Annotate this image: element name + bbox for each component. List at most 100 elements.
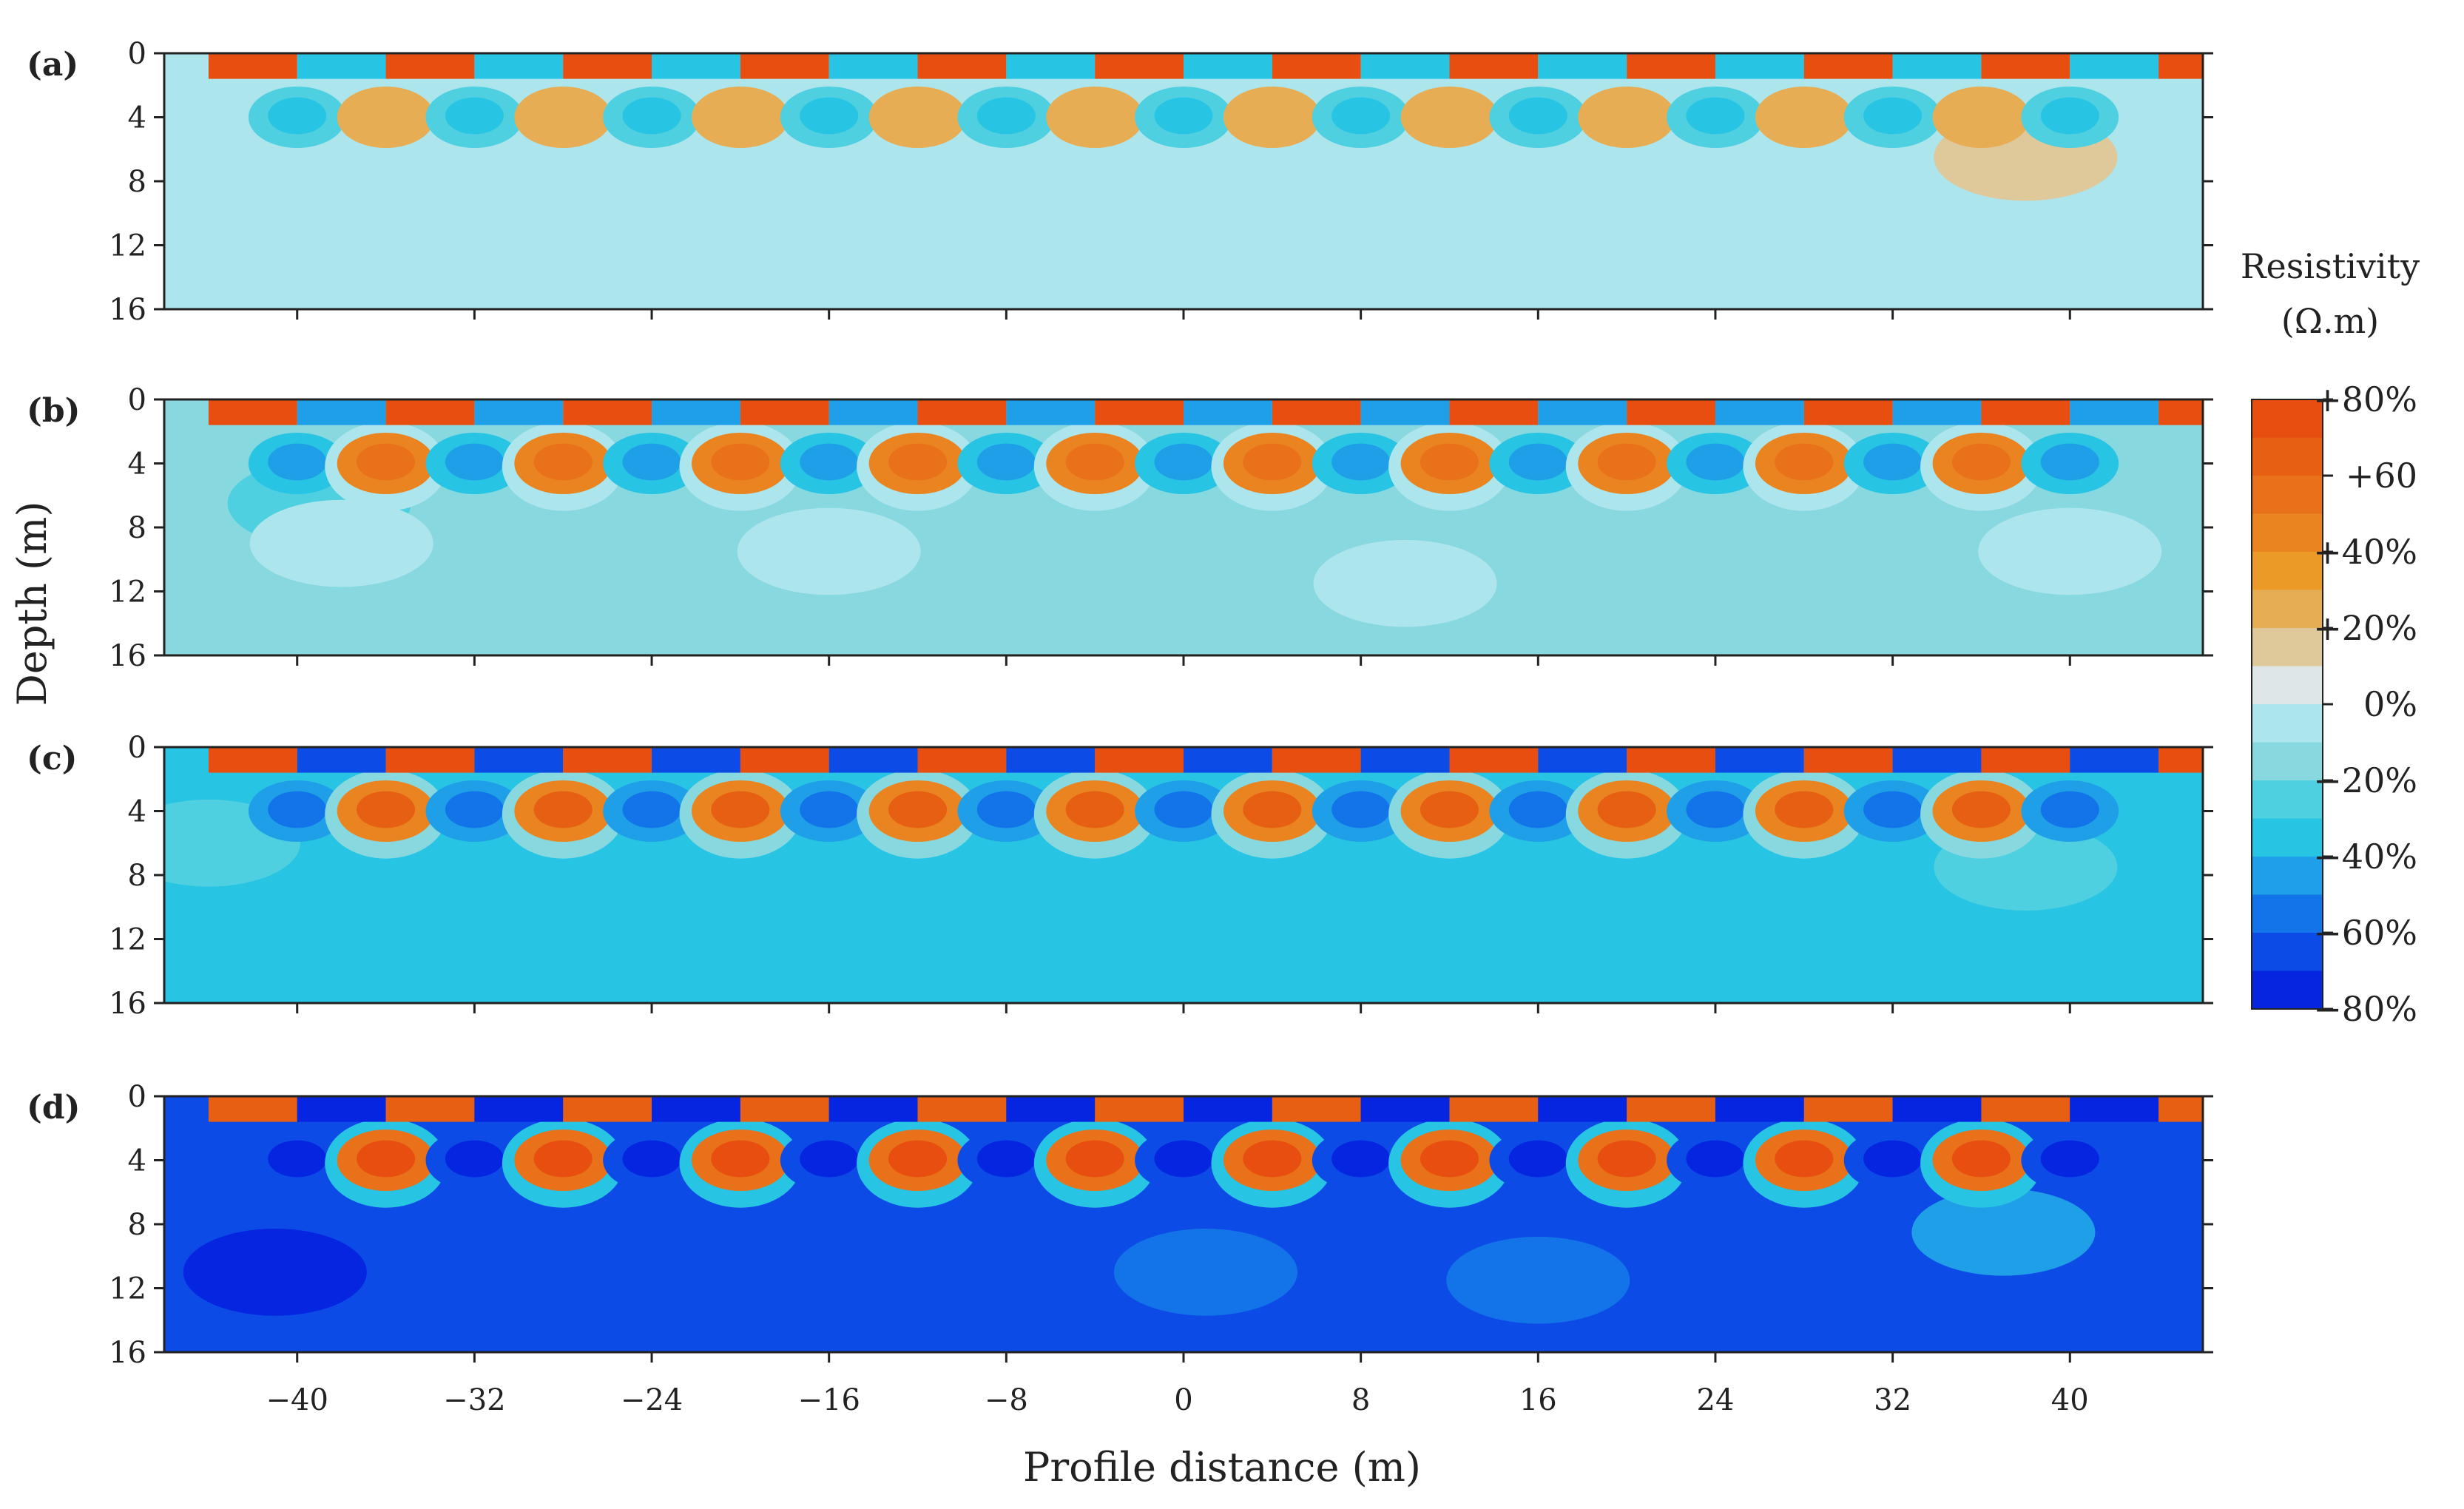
anomaly-feature <box>250 500 433 587</box>
x-tick-label: −32 <box>443 1383 505 1417</box>
y-tick-label: 8 <box>128 859 146 893</box>
y-tick-label: 0 <box>128 383 146 417</box>
x-tick-label: 32 <box>1874 1383 1911 1417</box>
y-tick-label: 12 <box>109 229 146 263</box>
negative-lobe-core <box>623 791 681 828</box>
x-tick-label: 0 <box>1174 1383 1192 1417</box>
colorbar-segment <box>2252 743 2323 782</box>
surface-cell-negative <box>2070 53 2158 79</box>
negative-lobe-core <box>1509 791 1567 828</box>
y-tick-label: 4 <box>128 101 146 135</box>
negative-lobe-core <box>1686 791 1744 828</box>
panel-label: (a) <box>27 46 78 84</box>
y-tick-label: 16 <box>109 1336 146 1370</box>
y-axis-title: Depth (m) <box>9 502 55 706</box>
surface-cell-negative <box>1715 1096 1804 1122</box>
surface-cell-negative <box>652 399 740 425</box>
colorbar-segment <box>2252 780 2323 820</box>
surface-cell-positive <box>1272 1096 1361 1122</box>
y-tick-label: 16 <box>109 293 146 327</box>
negative-lobe-core <box>1863 444 1922 481</box>
panel-d: 0481216(d)−40 −32 −24 −16 −8 0 8 16 24 32 40 <box>27 1080 2247 1417</box>
surface-cell-negative <box>1538 1096 1627 1122</box>
negative-lobe-core <box>1154 98 1212 135</box>
positive-lobe-core <box>1066 444 1124 481</box>
surface-cell-negative <box>1361 53 1450 79</box>
surface-cell-negative <box>1893 399 1982 425</box>
colorbar-label: −20% <box>2313 760 2417 800</box>
surface-cell-positive <box>1449 1096 1538 1122</box>
positive-lobe-core <box>888 1141 947 1178</box>
y-tick-label: 8 <box>128 511 146 545</box>
x-tick-label: −16 <box>797 1383 860 1417</box>
negative-lobe-core <box>1331 444 1390 481</box>
colorbar: +80% +60 +40% +20% 0% −20% −40% −60% −80% Resisti… <box>2241 246 2420 1029</box>
negative-lobe-core <box>445 1141 504 1178</box>
negative-lobe-core <box>1509 1141 1567 1178</box>
surface-cell-negative <box>652 747 740 773</box>
positive-lobe-core <box>534 444 593 481</box>
negative-lobe-core <box>1863 1141 1922 1178</box>
negative-lobe-core <box>1686 1141 1744 1178</box>
negative-lobe-core <box>1509 98 1567 135</box>
surface-cell-positive <box>740 53 829 79</box>
positive-lobe-core <box>357 1141 415 1178</box>
surface-cell-negative <box>2070 1096 2158 1122</box>
negative-lobe-core <box>623 1141 681 1178</box>
positive-lobe-core <box>534 791 593 828</box>
negative-lobe-core <box>977 444 1036 481</box>
positive-lobe-core <box>711 791 769 828</box>
surface-cell-positive <box>1627 1096 1715 1122</box>
surface-cell-positive <box>1272 399 1361 425</box>
y-tick-label: 4 <box>128 448 146 482</box>
positive-lobe-core <box>1066 791 1124 828</box>
negative-lobe-core <box>445 791 504 828</box>
panel-plot-area <box>117 747 2247 1003</box>
x-axis-title: Profile distance (m) <box>1023 1444 1421 1491</box>
negative-lobe-core <box>268 444 326 481</box>
positive-lobe-core <box>1420 1141 1479 1178</box>
negative-lobe-core <box>2041 98 2099 135</box>
negative-lobe-core <box>1863 98 1922 135</box>
negative-lobe-core <box>2041 444 2099 481</box>
anomaly-feature <box>1314 540 1497 627</box>
surface-cell-negative <box>474 399 563 425</box>
positive-lobe-core <box>1420 444 1479 481</box>
panel-plot-area <box>164 53 2247 309</box>
surface-cell-positive <box>209 747 297 773</box>
surface-cell-negative <box>1006 1096 1095 1122</box>
colorbar-segment <box>2252 438 2323 477</box>
colorbar-unit: (Ω.m) <box>2281 301 2379 341</box>
negative-lobe-core <box>1331 791 1390 828</box>
y-tick-label: 8 <box>128 165 146 199</box>
colorbar-segment <box>2252 552 2323 591</box>
surface-cell-negative <box>1184 399 1272 425</box>
surface-cell-positive <box>563 53 652 79</box>
surface-cell-negative <box>829 53 918 79</box>
positive-lobe-core <box>1420 98 1479 135</box>
panel-b: 0481216(b) <box>27 383 2247 673</box>
negative-lobe-core <box>268 791 326 828</box>
surface-cell-negative <box>1361 1096 1450 1122</box>
panel-plot-area <box>164 1096 2247 1352</box>
surface-cell-negative <box>1893 747 1982 773</box>
positive-lobe-core <box>534 1141 593 1178</box>
surface-cell-positive <box>918 747 1007 773</box>
surface-cell-negative <box>2070 399 2158 425</box>
positive-lobe-core <box>1243 791 1301 828</box>
surface-cell-positive <box>386 747 475 773</box>
positive-lobe-core <box>1243 98 1301 135</box>
surface-cell-positive <box>386 53 475 79</box>
surface-cell-positive <box>1095 1096 1184 1122</box>
negative-lobe-core <box>977 1141 1036 1178</box>
negative-lobe-core <box>268 1141 326 1178</box>
x-tick-label: 8 <box>1351 1383 1370 1417</box>
colorbar-label: −40% <box>2313 837 2417 877</box>
y-tick-label: 16 <box>109 987 146 1021</box>
surface-cell-negative <box>297 53 386 79</box>
y-tick-label: 8 <box>128 1208 146 1242</box>
surface-cell-negative <box>1538 53 1627 79</box>
surface-cell-positive <box>1804 399 1893 425</box>
positive-lobe-core <box>1243 1141 1301 1178</box>
surface-cell-positive <box>740 399 829 425</box>
